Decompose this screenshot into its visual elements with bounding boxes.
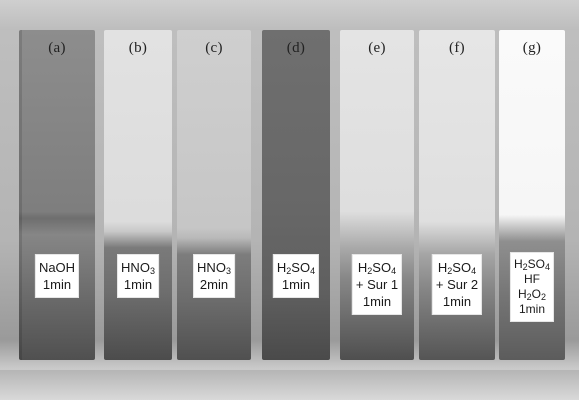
formula-h: H bbox=[276, 260, 287, 275]
treatment-tag: H2SO4 1min bbox=[272, 254, 320, 298]
treatment-tag: NaOH 1min bbox=[34, 254, 80, 298]
tag-line: 2min bbox=[199, 277, 229, 292]
formula-sub: 4 bbox=[471, 266, 477, 276]
slide-g: (g) H2SO4 HF H2O2 1min bbox=[499, 30, 565, 360]
slide-edge bbox=[19, 30, 22, 360]
tag-line: NaOH bbox=[38, 260, 76, 275]
formula-h: H bbox=[517, 287, 527, 301]
slide-c: (c) HNO3 2min bbox=[177, 30, 251, 360]
formula-h: H bbox=[357, 260, 368, 275]
slide-e: (e) H2SO4 + Sur 1 1min bbox=[340, 30, 414, 360]
slide-label: (f) bbox=[449, 40, 465, 56]
tag-line: HF bbox=[523, 272, 540, 286]
formula-sub: 4 bbox=[391, 266, 397, 276]
backdrop-bottom bbox=[0, 370, 579, 400]
formula-sub: 4 bbox=[310, 266, 316, 276]
tag-line: 1min bbox=[518, 302, 546, 316]
formula-sub: 3 bbox=[149, 266, 155, 276]
slide-label: (e) bbox=[368, 40, 386, 56]
tag-line: 1min bbox=[123, 277, 153, 292]
formula-sub: 2 bbox=[367, 266, 373, 276]
tag-line: H2SO4 bbox=[277, 259, 315, 276]
tag-line: H2SO4 bbox=[356, 259, 398, 276]
slide-d: (d) H2SO4 1min bbox=[262, 30, 330, 360]
formula-o: O bbox=[531, 287, 542, 301]
tag-line: 1min bbox=[442, 294, 472, 309]
tag-line: HNO3 bbox=[121, 259, 155, 276]
slide-f: (f) H2SO4 + Sur 2 1min bbox=[419, 30, 495, 360]
formula-sub: 3 bbox=[225, 266, 231, 276]
formula-sub: 2 bbox=[541, 292, 547, 302]
tag-line: 1min bbox=[42, 277, 72, 292]
treatment-tag: HNO3 1min bbox=[117, 254, 159, 298]
tag-line: H2SO4 bbox=[514, 257, 550, 272]
tag-line: HNO3 bbox=[197, 259, 231, 276]
slide-a: (a) NaOH 1min bbox=[19, 30, 95, 360]
treatment-tag: H2SO4 + Sur 1 1min bbox=[351, 254, 403, 315]
formula-sub: 2 bbox=[447, 266, 453, 276]
formula-base: HNO bbox=[197, 260, 226, 275]
formula-so: SO bbox=[372, 260, 392, 275]
backdrop-top bbox=[0, 0, 579, 30]
tag-line: 1min bbox=[281, 277, 311, 292]
slide-label: (c) bbox=[205, 40, 223, 56]
formula-h: H bbox=[437, 260, 448, 275]
formula-sub: 4 bbox=[545, 262, 551, 272]
tag-line: H2O2 bbox=[514, 287, 550, 302]
slide-label: (a) bbox=[48, 40, 66, 56]
treatment-tag: H2SO4 HF H2O2 1min bbox=[509, 252, 555, 322]
formula-so: SO bbox=[452, 260, 472, 275]
formula-sub: 2 bbox=[286, 266, 292, 276]
tag-line: 1min bbox=[362, 294, 392, 309]
formula-so: SO bbox=[527, 257, 546, 271]
slide-b: (b) HNO3 1min bbox=[104, 30, 172, 360]
tag-line: H2SO4 bbox=[436, 259, 478, 276]
formula-base: HNO bbox=[121, 260, 150, 275]
formula-h: H bbox=[513, 257, 523, 271]
slide-label: (b) bbox=[128, 40, 148, 56]
slide-label: (d) bbox=[286, 40, 306, 56]
tag-line: + Sur 2 bbox=[435, 277, 479, 292]
tag-line: + Sur 1 bbox=[355, 277, 399, 292]
slide-label: (g) bbox=[522, 40, 542, 56]
treatment-tag: H2SO4 + Sur 2 1min bbox=[431, 254, 483, 315]
formula-sub: 2 bbox=[522, 262, 528, 272]
formula-sub: 2 bbox=[526, 292, 532, 302]
treatment-tag: HNO3 2min bbox=[193, 254, 235, 298]
formula-so: SO bbox=[291, 260, 311, 275]
